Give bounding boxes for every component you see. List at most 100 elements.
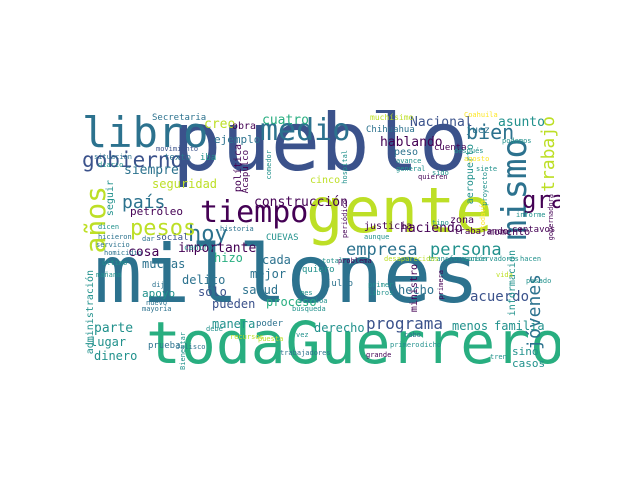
word-primero: primero — [390, 341, 420, 349]
word-dicho: dicho — [420, 341, 442, 349]
word-justicia: justicia — [364, 221, 413, 232]
word-trabajando: trabajando — [454, 227, 509, 237]
word-tiempo: tiempo — [200, 195, 309, 230]
word-parte: parte — [94, 321, 134, 336]
word-grande: grande — [366, 351, 392, 359]
word-situacion: situación — [94, 153, 132, 161]
word-tipo: tipo — [432, 219, 449, 227]
word-siempre: siempre — [124, 163, 179, 178]
word-general: general — [396, 165, 426, 173]
word-creo: creo — [204, 117, 236, 132]
word-persona: persona — [430, 240, 502, 260]
word-sino: sino — [512, 345, 539, 358]
word-apoyo: apoyo — [142, 287, 176, 300]
word-hecho: hecho — [398, 283, 435, 297]
word-jalisco: Jalisco — [176, 343, 206, 351]
word-conservadores: conservadores — [464, 255, 519, 263]
word-manana: mañana — [96, 271, 122, 279]
word-comedor: comedor — [265, 150, 273, 180]
word-quiero: quiero — [302, 265, 335, 275]
word-mayoria: mayoría — [142, 305, 172, 313]
word-cuevas: CUEVAS — [266, 233, 299, 243]
word-hacen: hacen — [520, 255, 542, 263]
word-ministro: ministro — [409, 264, 420, 313]
word-todavia: todavía — [479, 200, 487, 230]
word-petroleo: petróleo — [130, 205, 183, 218]
word-puesta: puesta — [258, 335, 284, 343]
word-casos: casos — [512, 357, 546, 370]
word-problema: problema — [338, 257, 372, 265]
word-pueblo: pueblo — [172, 110, 469, 190]
word-busqueda: búsqueda — [292, 305, 326, 313]
word-salud: salud — [242, 283, 279, 297]
word-gran: gran — [522, 186, 560, 214]
word-quieren: quieren — [418, 173, 448, 181]
word-millones: millones — [94, 228, 480, 321]
word-dar: dar — [142, 235, 155, 243]
word-importante: importante — [178, 241, 257, 256]
word-movimiento: movimiento — [156, 145, 199, 153]
word-cloud: millones pueblo todaGuerrero gente libro… — [80, 110, 560, 370]
word-construccion: construcción — [254, 195, 348, 210]
word-cuatro: cuatro — [262, 113, 309, 128]
word-podemos: podemos — [502, 137, 532, 145]
word-seguridad: seguridad — [152, 177, 218, 191]
word-bienestar: Bienestar — [179, 332, 187, 370]
word-libro: libro — [82, 110, 209, 157]
word-hoy: hoy — [188, 222, 228, 247]
word-administracion: administración — [85, 270, 96, 355]
word-total: total — [322, 257, 344, 265]
word-gente: gente — [306, 174, 493, 247]
word-muchisimo: muchísimo — [370, 113, 414, 122]
word-hicieron: hicieron — [98, 233, 132, 241]
word-homicidio: homicidio — [104, 249, 142, 257]
word-centro: centro — [184, 243, 213, 252]
word-sinaloa: Sinaloa — [298, 297, 328, 305]
word-seguir: seguir — [105, 180, 116, 217]
word-cuenta: cuenta — [434, 143, 467, 153]
word-iba: iba — [200, 153, 217, 163]
word-familia: familia — [494, 319, 545, 333]
word-solo: sólo — [198, 285, 227, 299]
word-primera: primera — [437, 270, 445, 300]
word-acapulco: Acapulco — [241, 150, 251, 194]
word-cinco: cinco — [310, 175, 341, 186]
word-acuerdo: acuerdo — [470, 289, 530, 305]
word-cada: cada — [262, 253, 291, 267]
word-juez: juez — [466, 125, 491, 136]
word-nacional: Nacional — [410, 115, 473, 130]
word-informe: informe — [516, 211, 546, 219]
word-mejor: mejor — [250, 267, 287, 281]
word-empresa: empresa — [346, 240, 418, 260]
word-proceso: proceso — [266, 295, 317, 309]
word-medio: medio — [260, 113, 351, 148]
word-despues: después — [454, 147, 484, 155]
word-derecho: derecho — [314, 321, 365, 335]
word-bien: bien — [466, 120, 515, 144]
word-transformacion: transformación — [428, 255, 488, 263]
word-pueden: pueden — [212, 297, 256, 311]
word-menos: menos — [452, 319, 489, 333]
word-pais: país — [122, 192, 166, 213]
word-haciendo: haciendo — [400, 221, 463, 236]
word-desaparecidos: desaparecidos — [384, 255, 439, 263]
word-zona: zona — [450, 215, 475, 226]
word-siete: siete — [476, 165, 498, 173]
word-hospital: hospital — [341, 150, 349, 184]
word-social: social — [156, 233, 189, 243]
word-programa: programa — [366, 314, 444, 333]
word-periodico: periódico — [341, 200, 349, 238]
word-obra: obra — [232, 121, 257, 132]
word-agosto: agosto — [464, 155, 490, 163]
word-hablando: hablando — [380, 135, 443, 150]
word-gobernadora: gobernadora — [547, 194, 555, 241]
word-chihuahua: Chihuahua — [366, 125, 415, 135]
word-centavos: centavos — [512, 225, 556, 235]
word-aunque: aunque — [364, 233, 390, 241]
word-trabajadores: trabajadores — [280, 349, 331, 357]
word-cabo: cabo — [404, 331, 421, 339]
word-cosa: cosa — [128, 245, 160, 260]
word-mes: mes — [300, 289, 313, 297]
word-coahuila: Coahuila — [464, 111, 498, 119]
word-nuevo: nuevo — [146, 299, 168, 307]
